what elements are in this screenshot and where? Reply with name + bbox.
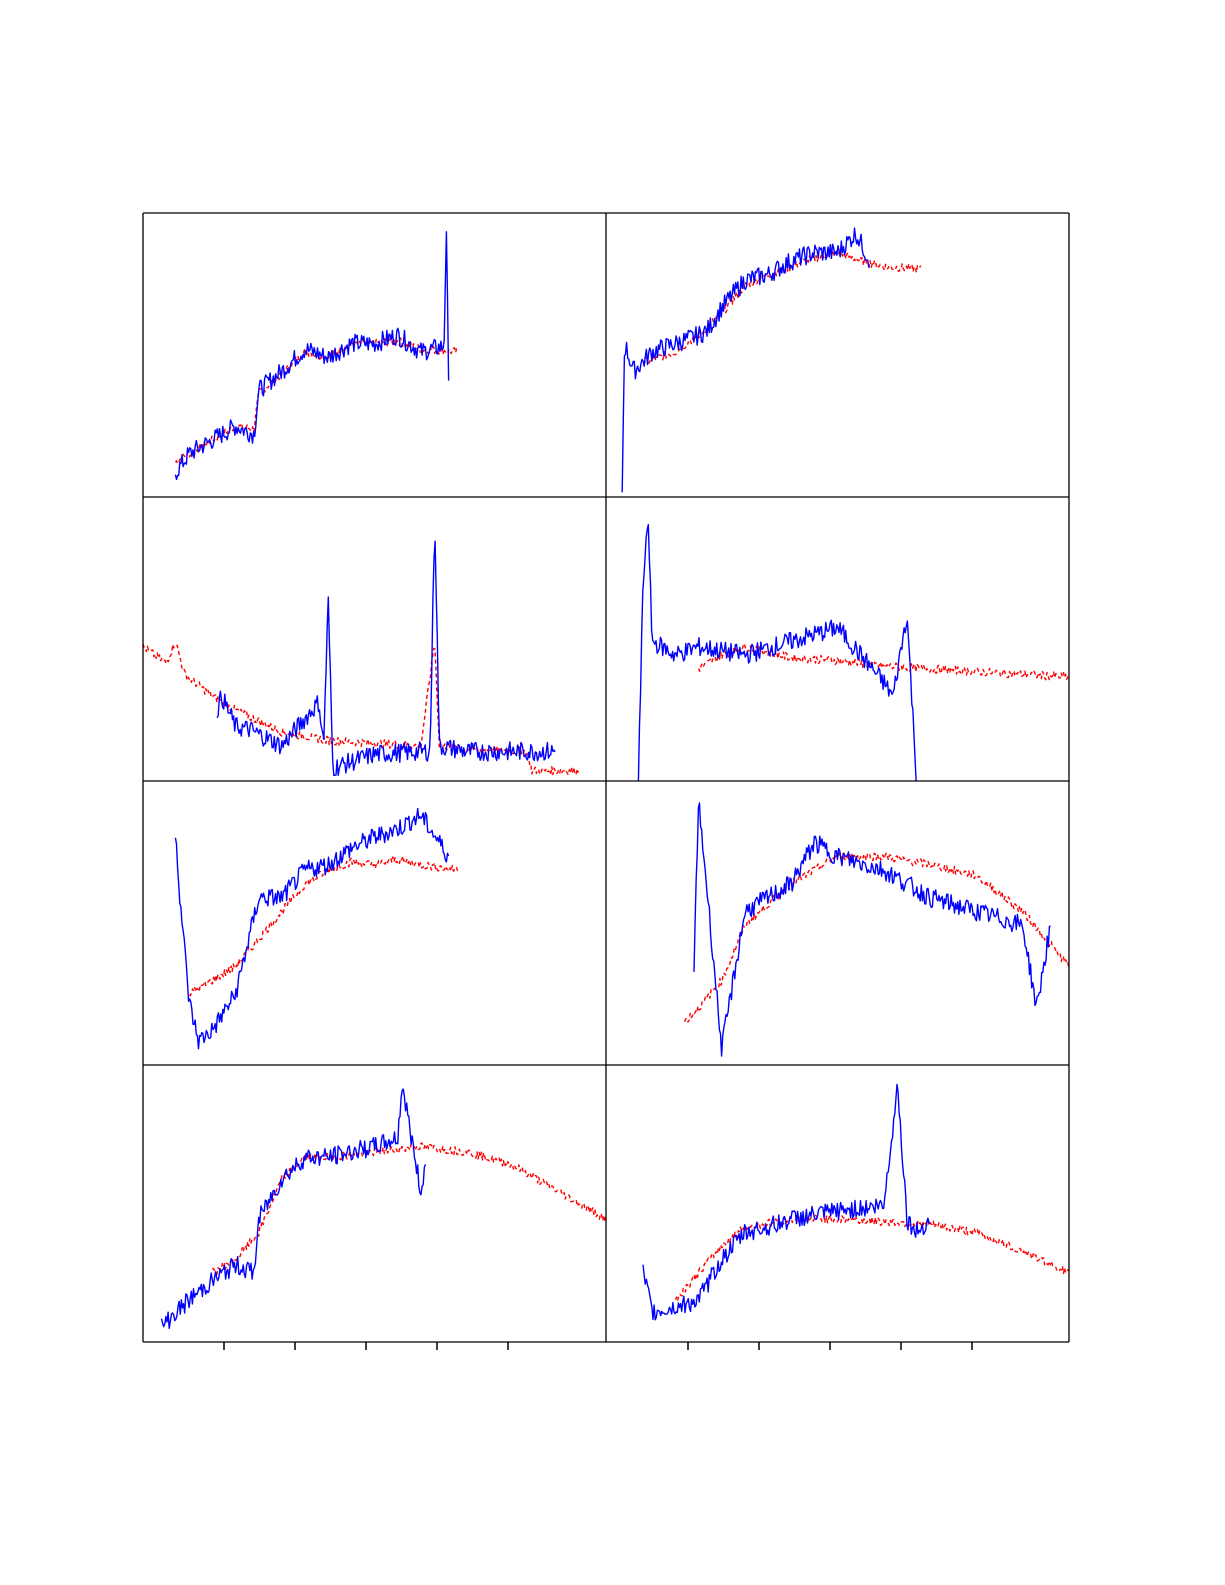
panel-row3-col1 (174, 807, 459, 1050)
series-blue-line (216, 540, 556, 777)
series-red-dashed-line (684, 852, 1069, 1023)
series-red-dashed-line (188, 855, 459, 997)
series-blue-line (637, 523, 917, 781)
series-blue-line (621, 227, 871, 493)
figure-frame (142, 212, 1070, 1343)
series-red-dashed-line (697, 642, 1069, 681)
panels-group (143, 227, 1069, 1330)
panel-row2-col2 (637, 523, 1069, 781)
series-blue-line (160, 1088, 427, 1330)
series-red-dashed-line (674, 1214, 1069, 1302)
panel-row3-col2 (684, 802, 1069, 1057)
series-blue-line (642, 1083, 931, 1321)
panel-row1-col1 (174, 231, 459, 481)
bottom-ticks (223, 1342, 973, 1350)
panel-row1-col2 (621, 227, 922, 493)
series-blue-line (693, 802, 1051, 1057)
panel-row4-col2 (642, 1083, 1069, 1321)
panel-row2-col1 (143, 540, 579, 777)
panel-row4-col1 (160, 1088, 606, 1330)
series-red-dashed-line (212, 1142, 606, 1276)
series-blue-line (174, 231, 450, 481)
series-blue-line (174, 807, 450, 1050)
